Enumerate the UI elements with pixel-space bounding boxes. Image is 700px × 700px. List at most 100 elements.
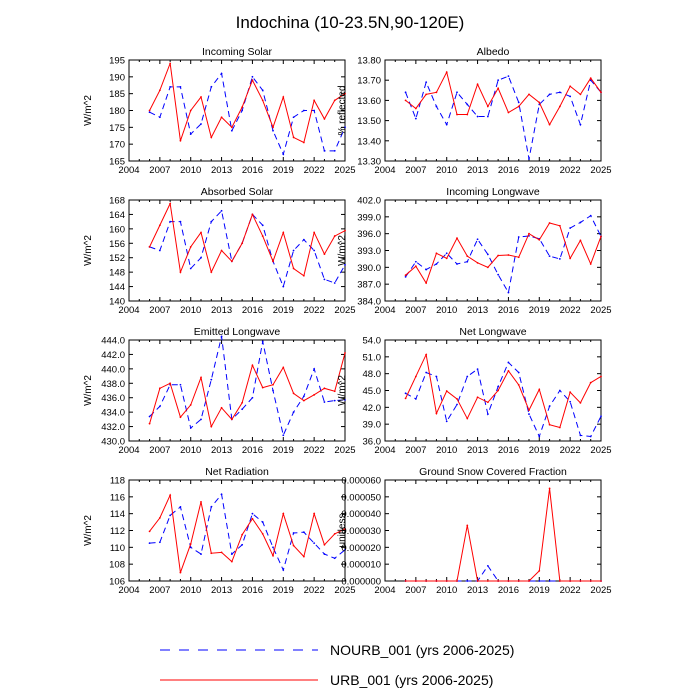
series-line-urb-001 bbox=[405, 222, 602, 285]
y-tick-label: 384.0 bbox=[357, 297, 381, 308]
data-point bbox=[486, 564, 489, 567]
data-point bbox=[414, 265, 417, 268]
series-line-urb-001 bbox=[149, 352, 346, 428]
data-point bbox=[220, 249, 223, 252]
legend-item-nourb-001-yrs-2006-2025: NOURB_001 (yrs 2006-2025) bbox=[160, 642, 514, 658]
data-point bbox=[445, 257, 448, 260]
data-point bbox=[404, 392, 407, 395]
data-point bbox=[251, 512, 254, 515]
panel-incoming-longwave: Incoming Longwave W/m^2 384.0 387.0 390.0 393… bbox=[337, 186, 612, 316]
data-point bbox=[558, 580, 561, 582]
y-tick-label: 0.000060 bbox=[341, 476, 381, 487]
data-point bbox=[313, 542, 316, 545]
data-point bbox=[517, 580, 520, 582]
data-point bbox=[220, 551, 223, 554]
data-point bbox=[282, 569, 285, 571]
data-point bbox=[589, 214, 592, 217]
x-tick-label: 2025 bbox=[590, 445, 611, 456]
data-point bbox=[158, 405, 161, 408]
data-point bbox=[158, 516, 161, 519]
y-tick-label: 399.0 bbox=[357, 212, 381, 223]
x-tick-label: 2007 bbox=[149, 585, 170, 596]
data-point bbox=[313, 231, 316, 234]
data-point bbox=[344, 92, 346, 95]
data-point bbox=[220, 209, 223, 212]
data-point bbox=[241, 533, 244, 536]
y-tick-label: 118 bbox=[110, 476, 125, 487]
data-point bbox=[344, 352, 346, 354]
x-tick-label: 2010 bbox=[180, 305, 201, 316]
data-point bbox=[486, 115, 489, 118]
data-point bbox=[179, 506, 182, 508]
data-point bbox=[302, 109, 305, 112]
data-point bbox=[302, 238, 305, 241]
data-point bbox=[517, 383, 520, 386]
data-point bbox=[507, 111, 510, 114]
x-tick-label: 2004 bbox=[374, 305, 395, 316]
data-point bbox=[158, 89, 161, 92]
x-tick-label: 2025 bbox=[590, 305, 611, 316]
series-nourb-001 bbox=[404, 75, 602, 160]
y-tick-label: 106 bbox=[109, 577, 125, 588]
data-point bbox=[241, 408, 244, 411]
data-point bbox=[148, 245, 151, 248]
data-point bbox=[404, 275, 407, 278]
x-tick-label: 2004 bbox=[118, 165, 139, 176]
data-point bbox=[548, 93, 551, 96]
data-point bbox=[282, 285, 285, 288]
y-tick-label: 387.0 bbox=[357, 280, 381, 291]
data-point bbox=[466, 260, 469, 263]
data-point bbox=[507, 75, 510, 78]
data-point bbox=[435, 263, 438, 265]
data-point bbox=[414, 580, 417, 582]
panel-emitted-longwave: Emitted Longwave W/m^2 430.0 432.0 434.0 436.… bbox=[83, 326, 356, 456]
data-point bbox=[189, 427, 192, 429]
data-point bbox=[333, 99, 336, 102]
plot-frame bbox=[128, 479, 346, 582]
data-point bbox=[220, 72, 223, 75]
y-tick-label: 0.000030 bbox=[341, 526, 381, 537]
data-point bbox=[241, 109, 244, 112]
x-tick-label: 2010 bbox=[180, 585, 201, 596]
panel-title: Ground Snow Covered Fraction bbox=[419, 466, 567, 478]
series-urb-001 bbox=[148, 62, 346, 144]
data-point bbox=[302, 395, 305, 398]
plot-frame bbox=[128, 339, 346, 442]
data-point bbox=[323, 253, 326, 256]
series-urb-001 bbox=[404, 70, 602, 126]
y-axis-label: W/m^2 bbox=[337, 375, 348, 406]
data-point bbox=[486, 580, 489, 582]
y-tick-label: 156 bbox=[109, 239, 125, 250]
x-tick-label: 2004 bbox=[374, 445, 395, 456]
data-point bbox=[282, 153, 285, 156]
data-point bbox=[528, 413, 530, 415]
data-point bbox=[445, 420, 448, 423]
data-point bbox=[189, 546, 192, 549]
data-point bbox=[210, 378, 213, 381]
y-tick-label: 39.0 bbox=[363, 420, 382, 431]
y-tick-label: 48.0 bbox=[363, 369, 382, 380]
data-point bbox=[569, 85, 572, 88]
data-point bbox=[476, 396, 479, 399]
data-point bbox=[189, 133, 192, 135]
data-point bbox=[569, 580, 572, 582]
x-tick-label: 2025 bbox=[590, 165, 611, 176]
data-point bbox=[169, 514, 172, 517]
series-nourb-001 bbox=[148, 493, 346, 572]
data-point bbox=[210, 86, 213, 88]
data-point bbox=[528, 580, 530, 582]
data-point bbox=[282, 434, 285, 437]
data-point bbox=[220, 493, 223, 496]
data-point bbox=[189, 543, 192, 545]
data-point bbox=[507, 254, 510, 256]
data-point bbox=[158, 541, 161, 544]
data-point bbox=[497, 254, 500, 257]
data-point bbox=[272, 389, 274, 392]
panel-net-longwave: Net Longwave W/m^2 36.0 39.0 42.0 45.0 48.0 51.… bbox=[337, 326, 612, 456]
x-tick-label: 2025 bbox=[334, 445, 355, 456]
y-tick-label: 160 bbox=[109, 224, 125, 235]
x-tick-label: 2022 bbox=[560, 165, 581, 176]
x-tick-label: 2007 bbox=[405, 165, 426, 176]
series-line-nourb-001 bbox=[149, 72, 346, 156]
data-point bbox=[210, 271, 213, 274]
